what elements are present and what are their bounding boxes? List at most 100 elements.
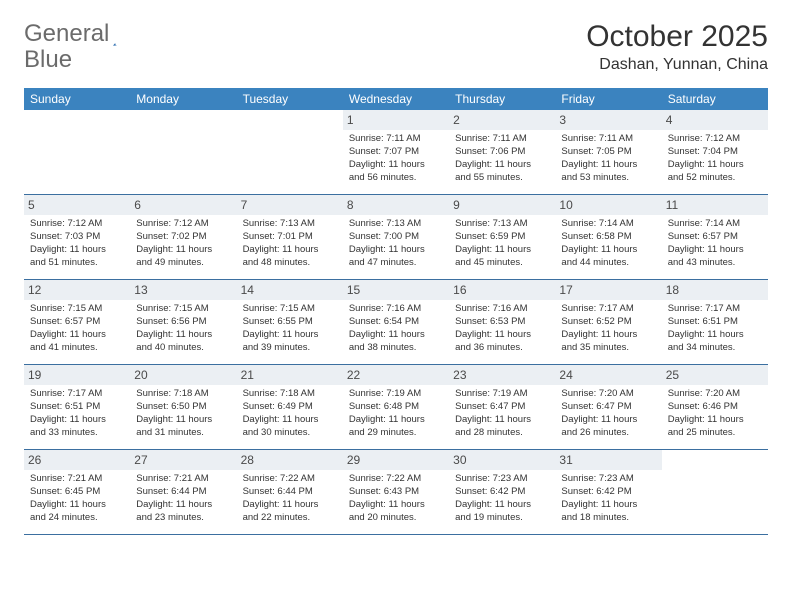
day-cell: 26 Sunrise: 7:21 AMSunset: 6:45 PMDayligh… bbox=[24, 450, 130, 534]
day-cell: 6Sunrise: 7:12 AMSunset: 7:02 PMDaylight… bbox=[130, 195, 236, 279]
weekday-monday: Monday bbox=[130, 88, 236, 110]
day-info: Sunrise: 7:12 AMSunset: 7:04 PMDaylight:… bbox=[668, 133, 762, 184]
day-info: Sunrise: 7:21 AMSunset: 6:44 PMDaylight:… bbox=[136, 473, 230, 524]
day-info: Sunrise: 7:16 AMSunset: 6:53 PMDaylight:… bbox=[455, 303, 549, 354]
day-number: 3 bbox=[555, 110, 661, 130]
day-number: 4 bbox=[662, 110, 768, 130]
day-number: 21 bbox=[237, 365, 343, 385]
logo-text-1: General bbox=[24, 20, 109, 48]
weekday-sunday: Sunday bbox=[24, 88, 130, 110]
day-info: Sunrise: 7:13 AMSunset: 7:00 PMDaylight:… bbox=[349, 218, 443, 269]
day-cell: 13 Sunrise: 7:15 AMSunset: 6:56 PMDayligh… bbox=[130, 280, 236, 364]
day-cell: 5Sunrise: 7:12 AMSunset: 7:03 PMDaylight… bbox=[24, 195, 130, 279]
location: Dashan, Yunnan, China bbox=[586, 56, 768, 74]
day-number: 14 bbox=[237, 280, 343, 300]
day-info: Sunrise: 7:23 AMSunset: 6:42 PMDaylight:… bbox=[561, 473, 655, 524]
day-cell: 4 Sunrise: 7:12 AMSunset: 7:04 PMDaylight… bbox=[662, 110, 768, 194]
day-number: 29 bbox=[343, 450, 449, 470]
day-number: 28 bbox=[237, 450, 343, 470]
weekday-header-row: SundayMondayTuesdayWednesdayThursdayFrid… bbox=[24, 88, 768, 110]
day-info: Sunrise: 7:13 AMSunset: 6:59 PMDaylight:… bbox=[455, 218, 549, 269]
day-info: Sunrise: 7:21 AMSunset: 6:45 PMDaylight:… bbox=[30, 473, 124, 524]
day-info: Sunrise: 7:18 AMSunset: 6:50 PMDaylight:… bbox=[136, 388, 230, 439]
day-cell: 27 Sunrise: 7:21 AMSunset: 6:44 PMDayligh… bbox=[130, 450, 236, 534]
day-cell: 18 Sunrise: 7:17 AMSunset: 6:51 PMDayligh… bbox=[662, 280, 768, 364]
day-cell: 28 Sunrise: 7:22 AMSunset: 6:44 PMDayligh… bbox=[237, 450, 343, 534]
day-cell: 25Sunrise: 7:20 AMSunset: 6:46 PMDayligh… bbox=[662, 365, 768, 449]
weekday-saturday: Saturday bbox=[662, 88, 768, 110]
day-info: Sunrise: 7:11 AMSunset: 7:06 PMDaylight:… bbox=[455, 133, 549, 184]
day-cell: 3 Sunrise: 7:11 AMSunset: 7:05 PMDaylight… bbox=[555, 110, 661, 194]
day-info: Sunrise: 7:23 AMSunset: 6:42 PMDaylight:… bbox=[455, 473, 549, 524]
weekday-friday: Friday bbox=[555, 88, 661, 110]
day-number: 17 bbox=[555, 280, 661, 300]
day-cell: 21 Sunrise: 7:18 AMSunset: 6:49 PMDayligh… bbox=[237, 365, 343, 449]
day-info: Sunrise: 7:15 AMSunset: 6:56 PMDaylight:… bbox=[136, 303, 230, 354]
day-info: Sunrise: 7:14 AMSunset: 6:57 PMDaylight:… bbox=[668, 218, 762, 269]
day-info: Sunrise: 7:20 AMSunset: 6:46 PMDaylight:… bbox=[668, 388, 762, 439]
day-number: 23 bbox=[449, 365, 555, 385]
weekday-wednesday: Wednesday bbox=[343, 88, 449, 110]
day-number: 22 bbox=[343, 365, 449, 385]
day-info: Sunrise: 7:19 AMSunset: 6:48 PMDaylight:… bbox=[349, 388, 443, 439]
day-number: 11 bbox=[662, 195, 768, 215]
day-info: Sunrise: 7:16 AMSunset: 6:54 PMDaylight:… bbox=[349, 303, 443, 354]
day-info: Sunrise: 7:13 AMSunset: 7:01 PMDaylight:… bbox=[243, 218, 337, 269]
day-number: 16 bbox=[449, 280, 555, 300]
day-cell: 12 Sunrise: 7:15 AMSunset: 6:57 PMDayligh… bbox=[24, 280, 130, 364]
day-number: 24 bbox=[555, 365, 661, 385]
day-cell: 24 Sunrise: 7:20 AMSunset: 6:47 PMDayligh… bbox=[555, 365, 661, 449]
week-row: 19Sunrise: 7:17 AMSunset: 6:51 PMDayligh… bbox=[24, 365, 768, 450]
day-number: 6 bbox=[130, 195, 236, 215]
day-cell: 15 Sunrise: 7:16 AMSunset: 6:54 PMDayligh… bbox=[343, 280, 449, 364]
day-number: 2 bbox=[449, 110, 555, 130]
week-row: 26 Sunrise: 7:21 AMSunset: 6:45 PMDayligh… bbox=[24, 450, 768, 535]
day-cell: 19Sunrise: 7:17 AMSunset: 6:51 PMDayligh… bbox=[24, 365, 130, 449]
day-number: 31 bbox=[555, 450, 661, 470]
week-row: 5Sunrise: 7:12 AMSunset: 7:03 PMDaylight… bbox=[24, 195, 768, 280]
day-number: 7 bbox=[237, 195, 343, 215]
day-cell: 1 Sunrise: 7:11 AMSunset: 7:07 PMDaylight… bbox=[343, 110, 449, 194]
day-info: Sunrise: 7:14 AMSunset: 6:58 PMDaylight:… bbox=[561, 218, 655, 269]
logo: General bbox=[24, 20, 137, 48]
logo-text-2: Blue bbox=[24, 46, 72, 73]
day-cell: 20Sunrise: 7:18 AMSunset: 6:50 PMDayligh… bbox=[130, 365, 236, 449]
day-number: 26 bbox=[24, 450, 130, 470]
day-number: 9 bbox=[449, 195, 555, 215]
logo-sail-icon bbox=[113, 25, 117, 43]
day-info: Sunrise: 7:15 AMSunset: 6:57 PMDaylight:… bbox=[30, 303, 124, 354]
day-cell: 31 Sunrise: 7:23 AMSunset: 6:42 PMDayligh… bbox=[555, 450, 661, 534]
day-number: 13 bbox=[130, 280, 236, 300]
month-title: October 2025 bbox=[586, 20, 768, 54]
day-cell bbox=[24, 110, 130, 194]
calendar: SundayMondayTuesdayWednesdayThursdayFrid… bbox=[24, 88, 768, 535]
day-number: 12 bbox=[24, 280, 130, 300]
day-info: Sunrise: 7:20 AMSunset: 6:47 PMDaylight:… bbox=[561, 388, 655, 439]
day-cell bbox=[237, 110, 343, 194]
week-row: 1 Sunrise: 7:11 AMSunset: 7:07 PMDaylight… bbox=[24, 110, 768, 195]
day-info: Sunrise: 7:19 AMSunset: 6:47 PMDaylight:… bbox=[455, 388, 549, 439]
day-info: Sunrise: 7:11 AMSunset: 7:05 PMDaylight:… bbox=[561, 133, 655, 184]
day-number: 15 bbox=[343, 280, 449, 300]
day-info: Sunrise: 7:22 AMSunset: 6:44 PMDaylight:… bbox=[243, 473, 337, 524]
day-number: 27 bbox=[130, 450, 236, 470]
week-row: 12 Sunrise: 7:15 AMSunset: 6:57 PMDayligh… bbox=[24, 280, 768, 365]
day-cell: 10Sunrise: 7:14 AMSunset: 6:58 PMDayligh… bbox=[555, 195, 661, 279]
day-info: Sunrise: 7:17 AMSunset: 6:51 PMDaylight:… bbox=[668, 303, 762, 354]
day-cell bbox=[662, 450, 768, 534]
day-number: 1 bbox=[343, 110, 449, 130]
day-cell: 29Sunrise: 7:22 AMSunset: 6:43 PMDayligh… bbox=[343, 450, 449, 534]
day-cell: 14Sunrise: 7:15 AMSunset: 6:55 PMDayligh… bbox=[237, 280, 343, 364]
day-cell bbox=[130, 110, 236, 194]
day-info: Sunrise: 7:17 AMSunset: 6:51 PMDaylight:… bbox=[30, 388, 124, 439]
weekday-thursday: Thursday bbox=[449, 88, 555, 110]
day-info: Sunrise: 7:11 AMSunset: 7:07 PMDaylight:… bbox=[349, 133, 443, 184]
day-cell: 16 Sunrise: 7:16 AMSunset: 6:53 PMDayligh… bbox=[449, 280, 555, 364]
day-info: Sunrise: 7:12 AMSunset: 7:03 PMDaylight:… bbox=[30, 218, 124, 269]
day-cell: 11 Sunrise: 7:14 AMSunset: 6:57 PMDayligh… bbox=[662, 195, 768, 279]
day-cell: 17Sunrise: 7:17 AMSunset: 6:52 PMDayligh… bbox=[555, 280, 661, 364]
day-cell: 9 Sunrise: 7:13 AMSunset: 6:59 PMDaylight… bbox=[449, 195, 555, 279]
day-number: 18 bbox=[662, 280, 768, 300]
day-info: Sunrise: 7:18 AMSunset: 6:49 PMDaylight:… bbox=[243, 388, 337, 439]
day-number: 30 bbox=[449, 450, 555, 470]
